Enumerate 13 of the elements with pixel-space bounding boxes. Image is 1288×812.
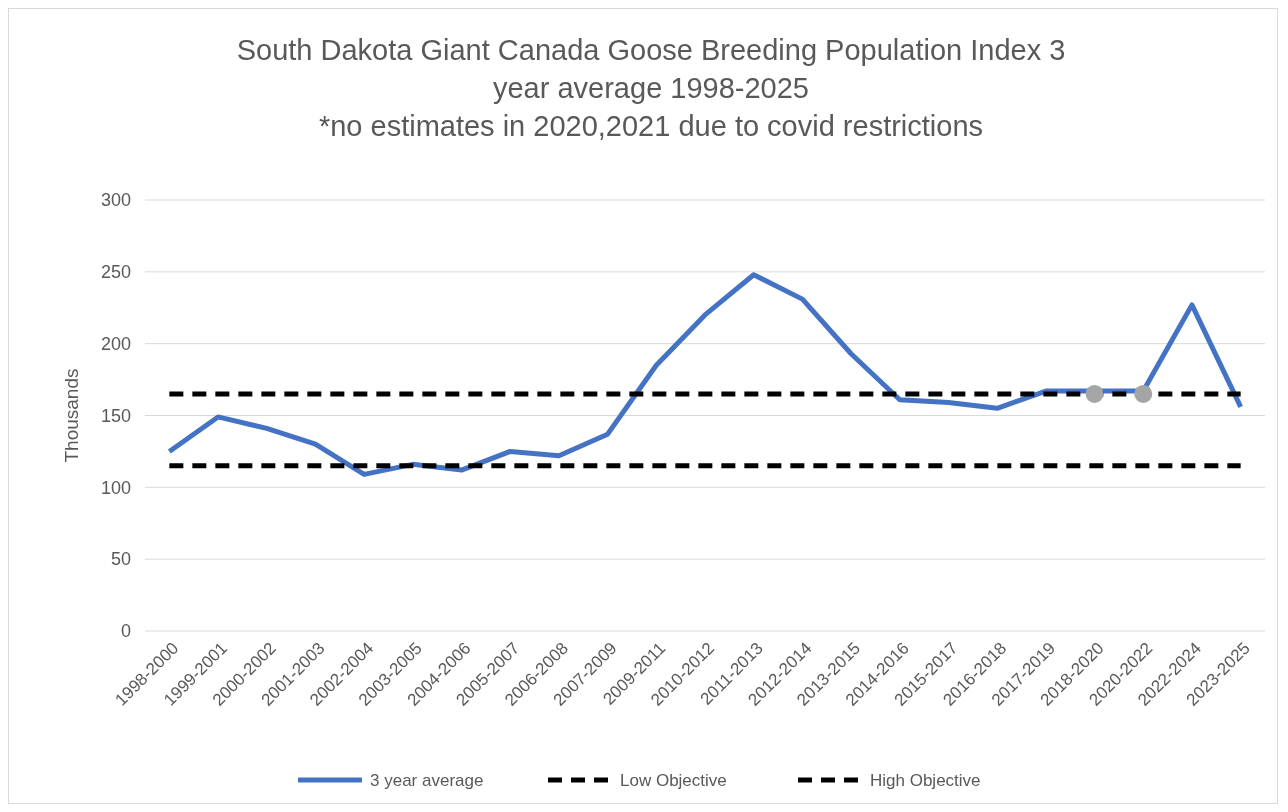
y-tick-label: 100 [100,477,131,498]
legend-label: Low Objective [620,770,727,790]
y-tick-label: 50 [110,549,131,570]
y-tick-label: 250 [100,262,131,283]
y-axis-title: Thousands [61,368,82,463]
y-tick-label: 300 [100,190,131,211]
legend-label: 3 year average [370,770,484,790]
y-tick-label: 200 [100,333,131,354]
y-tick-label: 150 [100,405,131,426]
chart-subtitle: *no estimates in 2020,2021 due to covid restrictions [318,110,984,142]
chart-title: South Dakota Giant Canada Goose Breeding Population Index 3 year average 1998-2025 [236,34,1066,104]
legend-label: High Objective [870,770,981,790]
y-tick-label: 0 [120,621,131,642]
